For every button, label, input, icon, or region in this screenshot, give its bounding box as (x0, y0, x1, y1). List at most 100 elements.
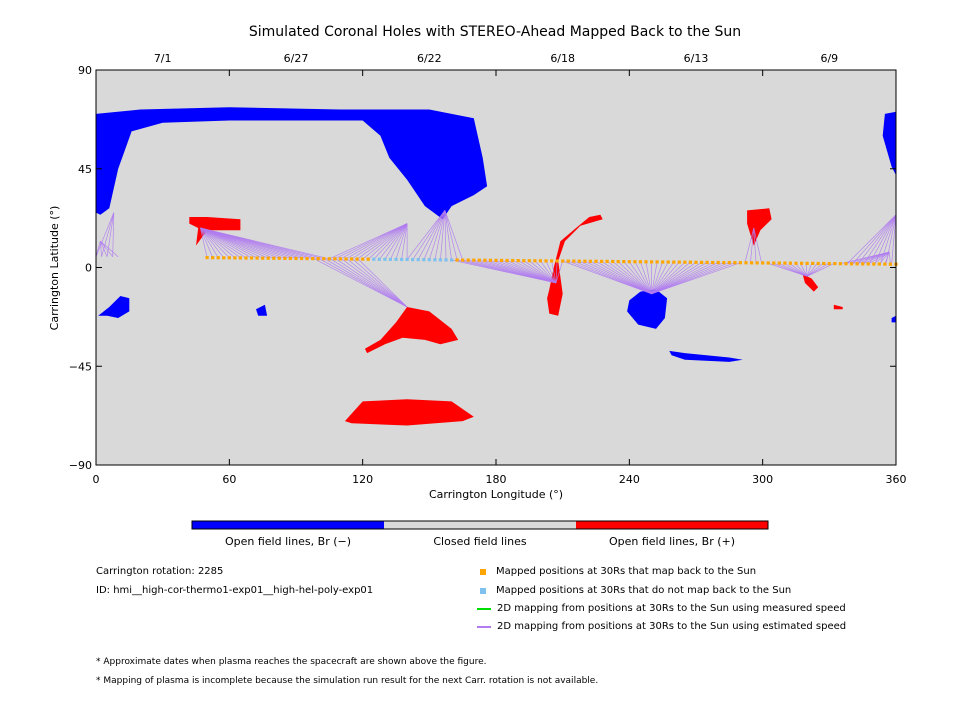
top-date-label: 7/1 (154, 52, 172, 65)
coronal-hole-negative-0 (96, 107, 488, 220)
mapping-line (367, 223, 408, 260)
position-not-mapped (400, 257, 404, 262)
colorbar-label-negative: Open field lines, Br (−) (224, 535, 352, 548)
position-mapped-back (461, 258, 465, 262)
mapping-line (346, 258, 408, 308)
position-mapped-back (233, 256, 237, 260)
mapping-line (401, 223, 408, 260)
mapping-line (612, 261, 652, 295)
colorbar-positive (576, 521, 768, 529)
mapping-line (651, 261, 680, 295)
colorbar-negative (192, 521, 384, 529)
position-mapped-back (772, 261, 776, 265)
position-mapped-back (705, 260, 709, 264)
mapping-line (800, 263, 808, 277)
position-mapped-back (605, 259, 609, 263)
mapping-line (200, 227, 252, 259)
position-mapped-back (638, 260, 642, 264)
position-mapped-back (566, 259, 570, 263)
position-mapped-back (833, 262, 837, 266)
position-mapped-back (661, 260, 665, 264)
position-mapped-back (750, 261, 754, 265)
mapping-line (645, 261, 652, 294)
mapping-line (606, 261, 652, 295)
position-not-mapped (372, 257, 376, 261)
position-mapped-back (655, 260, 659, 264)
position-mapped-back (572, 259, 576, 263)
x-tick-label: 240 (619, 473, 640, 486)
position-mapped-back (216, 256, 220, 260)
position-not-mapped (444, 258, 448, 262)
position-mapped-back (361, 257, 365, 261)
position-mapped-back (516, 259, 520, 263)
mapping-line (434, 210, 446, 260)
mapping-line (846, 214, 897, 264)
mapping-line (551, 260, 557, 283)
mapping-line (356, 223, 408, 260)
coronal-hole-negative-4 (627, 289, 668, 329)
mapping-line (341, 258, 408, 308)
position-mapped-back (472, 258, 476, 262)
mapping-line (651, 262, 702, 295)
colorbar-label-closed: Closed field lines (433, 535, 527, 548)
colorbar (191, 520, 769, 530)
position-mapped-back (455, 258, 459, 262)
y-axis-label: Carrington Latitude (°) (48, 206, 61, 331)
position-mapped-back (355, 257, 359, 261)
position-mapped-back (850, 262, 854, 266)
footnote-dates: * Approximate dates when plasma reaches … (96, 657, 487, 667)
mapping-line (529, 260, 557, 284)
position-mapped-back (305, 257, 309, 261)
coronal-hole-positive-12 (802, 274, 819, 292)
axes-layer: 0 60 120 180 240 300 360 90 45 0 −45 −90 7/1 6/27 6/22… (69, 52, 907, 486)
position-mapped-back (288, 256, 292, 260)
x-axis-label: Carrington Longitude (°) (429, 488, 563, 501)
position-mapped-back (855, 262, 859, 266)
position-mapped-back (827, 262, 831, 266)
position-mapped-back (550, 259, 554, 263)
mapping-fan-1 (95, 212, 115, 257)
mapping-line (495, 260, 557, 284)
position-mapped-back (888, 262, 892, 266)
position-mapped-back (483, 258, 487, 262)
legend-swatch-lightblue (480, 587, 486, 594)
position-mapped-back (644, 260, 648, 264)
mapping-line (534, 260, 557, 284)
mapping-line (806, 263, 834, 277)
mapping-line (750, 227, 755, 263)
x-tick-label: 360 (886, 473, 907, 486)
position-mapped-back (800, 261, 804, 265)
position-mapped-back (255, 256, 259, 260)
position-mapped-back (488, 258, 492, 262)
position-mapped-back (477, 258, 481, 262)
mapping-line (584, 260, 652, 295)
position-mapped-back (872, 262, 876, 266)
legend-label: Mapped positions at 30Rs that map back t… (496, 566, 757, 577)
y-tick-label: −90 (69, 459, 92, 472)
position-mapped-back (222, 256, 226, 260)
mapping-line (395, 223, 408, 260)
x-tick-label: 180 (486, 473, 507, 486)
mapping-line (200, 227, 330, 260)
mapping-line (806, 263, 829, 277)
position-mapped-back (766, 261, 770, 265)
mapping-line (200, 227, 225, 259)
mapping-line (100, 240, 119, 258)
position-mapped-back (600, 259, 604, 263)
mapping-line (330, 258, 408, 308)
mapping-fan-3 (846, 214, 897, 265)
position-not-mapped (422, 258, 426, 262)
position-mapped-back (283, 256, 287, 260)
mapping-line (200, 227, 214, 258)
legend-item-measured-speed: 2D mapping from positions at 30Rs to the… (477, 603, 846, 614)
mapping-line (651, 262, 719, 295)
position-mapped-back (538, 259, 542, 263)
top-date-label: 6/18 (550, 52, 575, 65)
position-mapped-back (494, 258, 498, 262)
mapping-fan-11 (766, 262, 834, 277)
mapping-line (852, 214, 897, 265)
x-tick-label: 0 (93, 473, 100, 486)
top-date-label: 6/9 (820, 52, 838, 65)
position-mapped-back (577, 259, 581, 263)
